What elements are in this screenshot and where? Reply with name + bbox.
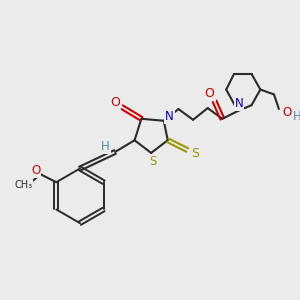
Text: N: N: [165, 110, 174, 123]
Text: O: O: [31, 164, 40, 177]
Text: S: S: [191, 147, 199, 161]
Text: N: N: [235, 97, 243, 110]
Text: CH₃: CH₃: [14, 180, 32, 190]
Text: H: H: [293, 110, 300, 123]
Text: O: O: [110, 96, 120, 109]
Text: H: H: [101, 140, 110, 153]
Text: O: O: [282, 106, 291, 119]
Text: S: S: [149, 155, 157, 168]
Text: O: O: [205, 87, 214, 100]
